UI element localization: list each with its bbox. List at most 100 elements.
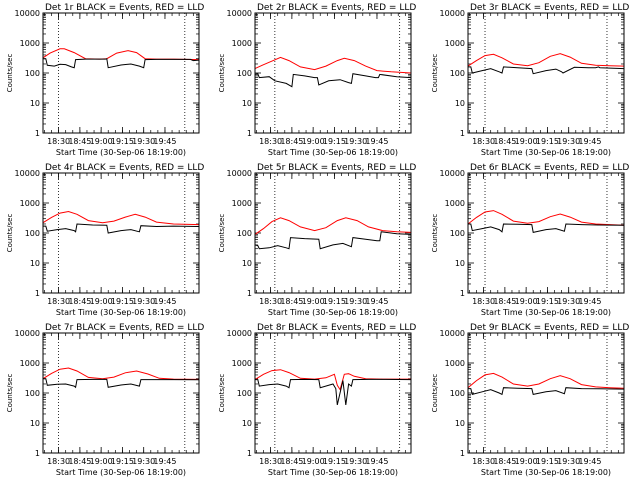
x-tick-label: 18:45 xyxy=(68,457,91,466)
lld-series-line xyxy=(467,372,625,389)
events-series-line xyxy=(255,378,412,406)
x-tick-label: 19:30 xyxy=(132,297,155,306)
detector-panel-9: 1 10 100 1000 10000 18:3018:4519:0019:1519:30… xyxy=(431,323,629,477)
events-series-line xyxy=(254,73,412,88)
x-tick-label: 19:45 xyxy=(153,137,176,146)
x-tick-label: 19:15 xyxy=(111,137,134,146)
y-tick-label: 10000 xyxy=(440,329,465,338)
x-tick-label: 19:00 xyxy=(302,137,325,146)
x-tick-label: 19:00 xyxy=(515,457,538,466)
y-tick-label: 10 xyxy=(455,99,465,108)
x-axis-label: Start Time (30-Sep-06 18:19:00) xyxy=(268,468,398,477)
plot-frame xyxy=(42,172,200,294)
plot-frame xyxy=(467,332,625,454)
panel-title: Det 2r BLACK = Events, RED = LLD xyxy=(257,3,416,13)
x-axis-label: Start Time (30-Sep-06 18:19:00) xyxy=(56,148,186,157)
y-tick-label: 1000 xyxy=(232,199,252,208)
y-tick-label: 10 xyxy=(455,419,465,428)
y-tick-label: 1 xyxy=(35,449,40,458)
lld-series-line xyxy=(254,217,412,235)
x-tick-label: 18:30 xyxy=(472,297,495,306)
panel-title: Det 4r BLACK = Events, RED = LLD xyxy=(45,163,204,173)
y-tick-label: 100 xyxy=(25,69,40,78)
x-tick-label: 19:45 xyxy=(578,137,601,146)
y-tick-label: 1000 xyxy=(232,39,252,48)
x-tick-label: 19:45 xyxy=(153,457,176,466)
x-tick-label: 19:45 xyxy=(153,297,176,306)
x-tick-label: 19:30 xyxy=(344,297,367,306)
x-tick-label: 18:30 xyxy=(47,137,70,146)
events-series-line xyxy=(468,66,625,75)
detector-panel-3: 1 10 100 1000 10000 18:3018:4519:0019:1519:30… xyxy=(431,3,629,157)
x-tick-label: 18:45 xyxy=(493,137,516,146)
x-tick-label: 18:45 xyxy=(280,457,303,466)
x-tick-label: 18:45 xyxy=(280,137,303,146)
y-axis-label: Counts/sec xyxy=(431,374,439,413)
y-tick-label: 1 xyxy=(35,129,40,138)
detector-panel-2: 1 10 100 1000 10000 18:3018:4519:0019:1519:30… xyxy=(218,3,416,157)
x-tick-label: 19:45 xyxy=(365,297,388,306)
x-tick-label: 18:30 xyxy=(47,297,70,306)
y-tick-label: 1000 xyxy=(20,199,40,208)
x-tick-label: 18:30 xyxy=(259,137,282,146)
y-tick-label: 100 xyxy=(237,69,252,78)
x-axis-label: Start Time (30-Sep-06 18:19:00) xyxy=(481,148,611,157)
x-tick-label: 19:00 xyxy=(515,297,538,306)
y-tick-label: 10000 xyxy=(227,169,252,178)
y-tick-label: 10 xyxy=(455,259,465,268)
y-tick-label: 1 xyxy=(247,289,252,298)
x-tick-label: 19:30 xyxy=(557,457,580,466)
x-axis-label: Start Time (30-Sep-06 18:19:00) xyxy=(56,468,186,477)
y-tick-label: 1 xyxy=(460,449,465,458)
y-axis-label: Counts/sec xyxy=(218,54,226,93)
x-tick-label: 19:30 xyxy=(132,137,155,146)
x-tick-label: 18:45 xyxy=(68,137,91,146)
lld-series-line xyxy=(42,48,200,61)
y-tick-label: 10 xyxy=(30,419,40,428)
y-tick-label: 10000 xyxy=(227,9,252,18)
lld-series-line xyxy=(42,367,200,380)
plot-frame xyxy=(254,12,412,134)
x-tick-label: 18:30 xyxy=(472,457,495,466)
y-tick-label: 1 xyxy=(247,449,252,458)
y-tick-label: 1000 xyxy=(445,39,465,48)
x-tick-label: 19:00 xyxy=(90,297,113,306)
events-series-line xyxy=(43,378,200,389)
x-tick-label: 18:30 xyxy=(259,457,282,466)
x-axis-label: Start Time (30-Sep-06 18:19:00) xyxy=(481,308,611,317)
x-tick-label: 18:30 xyxy=(47,457,70,466)
x-tick-label: 19:15 xyxy=(323,137,346,146)
plot-frame xyxy=(467,172,625,294)
x-tick-label: 19:00 xyxy=(515,137,538,146)
lld-series-line xyxy=(42,210,200,226)
y-axis-label: Counts/sec xyxy=(6,214,14,253)
panel-title: Det 1r BLACK = Events, RED = LLD xyxy=(45,3,204,13)
x-axis-label: Start Time (30-Sep-06 18:19:00) xyxy=(481,468,611,477)
detector-panel-7: 1 10 100 1000 10000 18:3018:4519:0019:1519:30… xyxy=(6,323,204,477)
x-axis-label: Start Time (30-Sep-06 18:19:00) xyxy=(268,308,398,317)
x-tick-label: 18:45 xyxy=(493,457,516,466)
y-axis-label: Counts/sec xyxy=(431,214,439,253)
x-tick-label: 19:45 xyxy=(578,457,601,466)
y-tick-label: 1000 xyxy=(20,359,40,368)
events-series-line xyxy=(468,387,625,396)
y-tick-label: 1000 xyxy=(232,359,252,368)
y-tick-label: 1000 xyxy=(445,199,465,208)
x-tick-label: 19:15 xyxy=(111,457,134,466)
y-tick-label: 10000 xyxy=(440,9,465,18)
detector-panel-8: 1 10 100 1000 10000 18:3018:4519:0019:1519:30… xyxy=(218,323,416,477)
detector-panel-4: 1 10 100 1000 10000 18:3018:4519:0019:1519:30… xyxy=(6,163,204,317)
panel-title: Det 9r BLACK = Events, RED = LLD xyxy=(470,323,629,333)
x-tick-label: 18:45 xyxy=(280,297,303,306)
x-tick-label: 19:30 xyxy=(557,297,580,306)
x-tick-label: 19:30 xyxy=(132,457,155,466)
detector-panel-1: 1 10 100 1000 10000 18:3018:4519:0019:1519:30… xyxy=(6,3,204,157)
y-tick-label: 100 xyxy=(237,389,252,398)
x-tick-label: 19:45 xyxy=(365,137,388,146)
y-axis-label: Counts/sec xyxy=(218,214,226,253)
panel-title: Det 7r BLACK = Events, RED = LLD xyxy=(45,323,204,333)
y-tick-label: 10 xyxy=(30,259,40,268)
x-tick-label: 19:00 xyxy=(90,457,113,466)
y-axis-label: Counts/sec xyxy=(218,374,226,413)
